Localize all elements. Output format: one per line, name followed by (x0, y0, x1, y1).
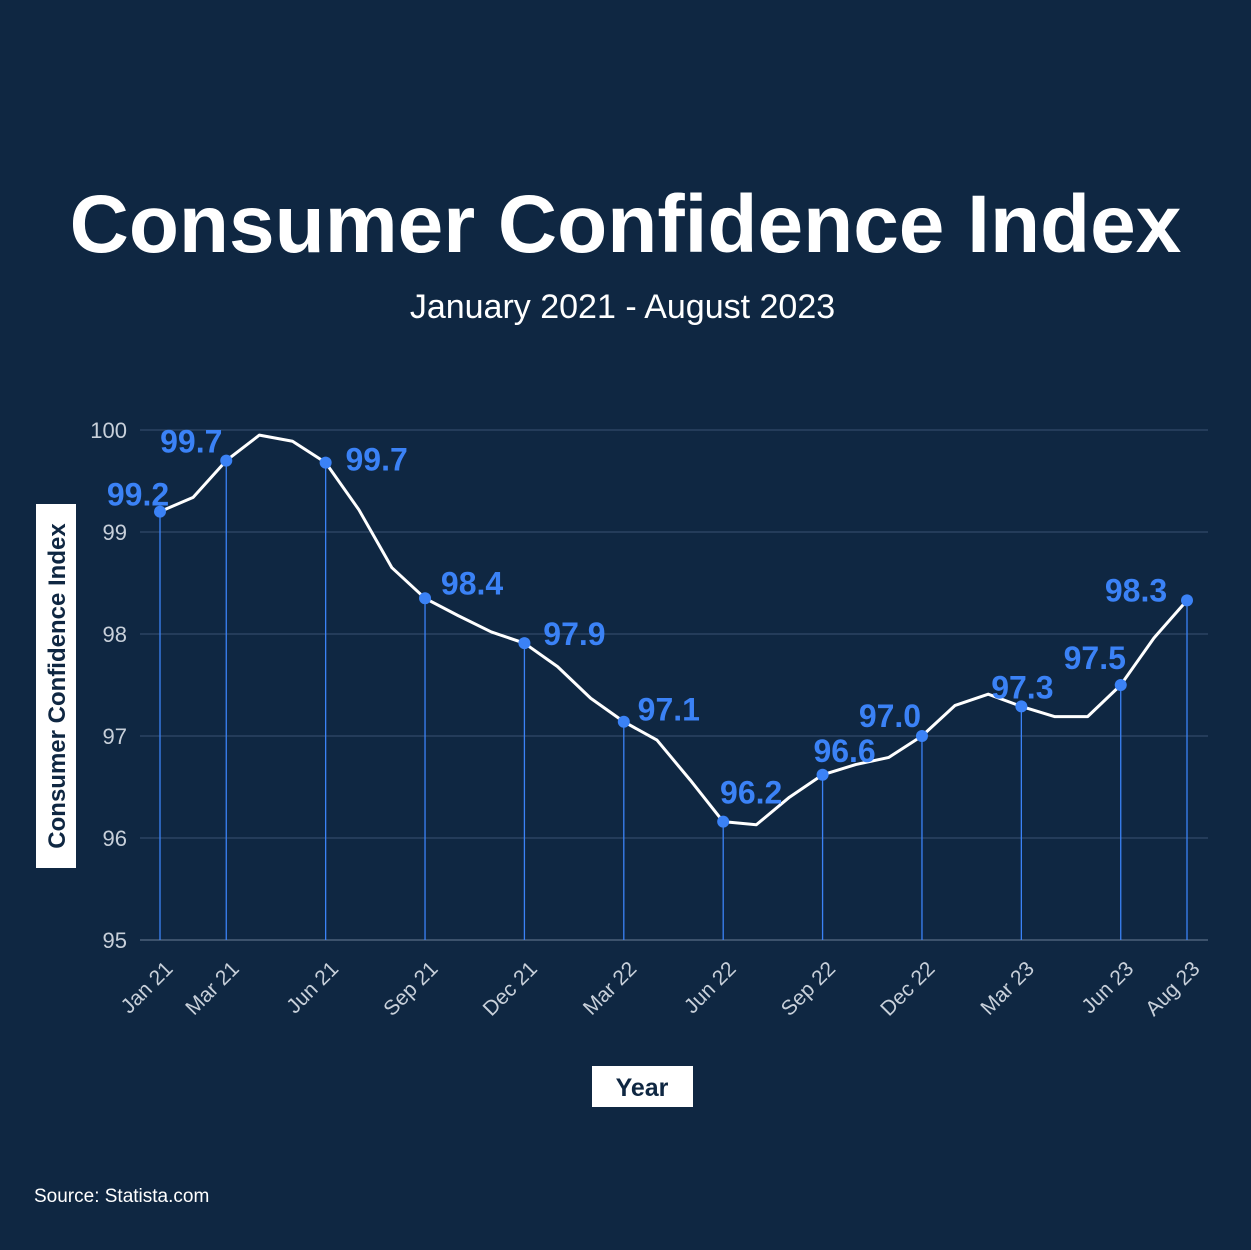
x-tick-label: Sep 21 (379, 957, 442, 1020)
y-tick-label: 98 (103, 622, 127, 647)
x-tick-label: Jan 21 (117, 957, 178, 1018)
y-tick-label: 97 (103, 724, 127, 749)
data-point-marker (816, 768, 829, 781)
data-label: 97.5 (1064, 640, 1126, 676)
x-tick-label: Jun 21 (282, 957, 343, 1018)
y-axis-title: Consumer Confidence Index (36, 504, 76, 868)
data-label: 97.1 (638, 692, 700, 728)
x-tick-label: Sep 22 (777, 957, 840, 1020)
y-axis-title-text: Consumer Confidence Index (44, 523, 71, 849)
x-tick-label: Mar 21 (181, 957, 243, 1019)
data-point-marker (154, 505, 166, 518)
x-tick-label: Aug 23 (1141, 957, 1204, 1020)
data-point-marker (419, 592, 432, 605)
chart-subtitle: January 2021 - August 2023 (409, 288, 836, 326)
source-note: Source: Statista.com (34, 1186, 210, 1207)
data-label: 96.2 (720, 775, 782, 811)
data-label: 99.7 (346, 442, 408, 478)
x-tick-label: Dec 21 (479, 957, 542, 1020)
x-axis-title-box (592, 1066, 693, 1107)
data-point-marker (319, 456, 332, 469)
data-point-marker (617, 715, 630, 728)
data-label: 99.2 (107, 477, 169, 513)
x-axis-title: Year (616, 1074, 669, 1102)
data-point-marker (220, 454, 233, 467)
x-tick-label: Dec 22 (876, 957, 939, 1020)
y-tick-label: 95 (103, 928, 127, 953)
x-tick-label: Jun 22 (680, 957, 741, 1018)
y-tick-label: 100 (90, 418, 127, 443)
y-axis-title-box (36, 504, 76, 868)
data-point-marker (1114, 679, 1127, 691)
x-tick-label: Jun 23 (1077, 957, 1138, 1018)
data-point-marker (518, 637, 531, 650)
y-tick-label: 99 (103, 520, 127, 545)
series-line (159, 433, 1189, 827)
data-label: 97.9 (543, 616, 605, 652)
data-point-marker (915, 730, 928, 742)
y-tick-label: 96 (103, 826, 127, 851)
data-label: 98.3 (1105, 572, 1167, 608)
data-point-marker (1181, 594, 1193, 607)
x-tick-label: Mar 22 (579, 957, 641, 1019)
data-point-marker (1015, 700, 1028, 713)
x-tick-label: Mar 23 (976, 957, 1038, 1019)
data-label: 99.7 (160, 424, 222, 460)
data-label: 98.4 (441, 565, 503, 601)
chart-title: Consumer Confidence Index (69, 179, 1182, 270)
data-label: 97.3 (991, 669, 1053, 705)
data-label: 97.0 (859, 698, 921, 734)
data-point-marker (717, 815, 730, 828)
data-label: 96.6 (813, 733, 875, 769)
